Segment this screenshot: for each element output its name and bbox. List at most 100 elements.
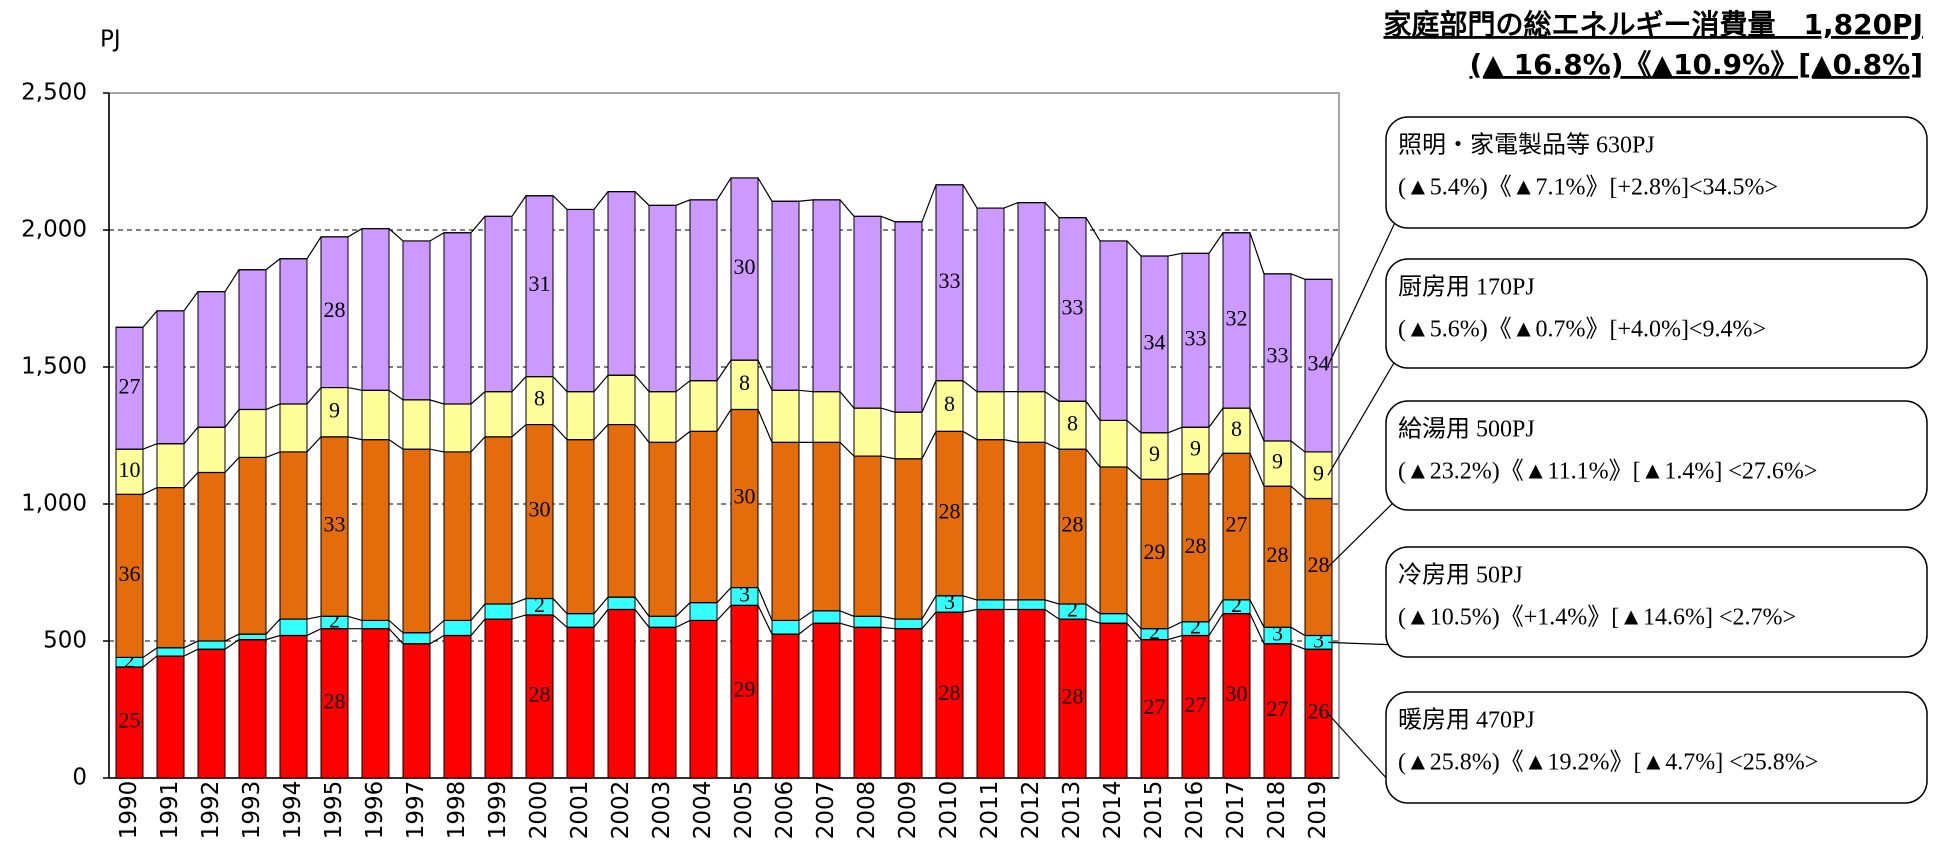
bar-segment bbox=[1263, 643, 1292, 779]
callout-leader bbox=[1327, 215, 1399, 366]
bar-segment bbox=[115, 666, 144, 779]
bar-segment bbox=[894, 458, 923, 620]
x-tick-label: 2000 bbox=[526, 781, 552, 840]
x-tick-label: 2001 bbox=[567, 781, 593, 840]
x-tick-label: 2002 bbox=[608, 781, 634, 840]
share-label: 31 bbox=[529, 271, 551, 296]
share-label: 27 bbox=[1267, 696, 1289, 721]
share-label: 29 bbox=[1144, 539, 1166, 564]
share-label: 33 bbox=[1267, 342, 1289, 367]
bar-segment bbox=[1263, 273, 1292, 442]
x-tick-label: 1992 bbox=[198, 781, 224, 840]
share-label: 32 bbox=[1226, 305, 1248, 330]
y-tick-label: 500 bbox=[43, 628, 87, 654]
x-tick-label: 1990 bbox=[116, 781, 142, 840]
bar-segment bbox=[525, 424, 554, 600]
bar-segment bbox=[812, 622, 841, 779]
share-label: 3 bbox=[944, 589, 955, 614]
bar-segment bbox=[1017, 441, 1046, 601]
chart-title: 家庭部門の総エネルギー消費量 1,820PJ bbox=[1383, 8, 1923, 41]
bar-segment bbox=[1017, 202, 1046, 393]
bar-segment bbox=[648, 615, 677, 628]
bar-segment bbox=[197, 291, 226, 428]
bar-segment bbox=[402, 448, 431, 634]
bar-segment bbox=[443, 451, 472, 621]
bar-segment bbox=[894, 618, 923, 630]
share-label: 28 bbox=[939, 499, 961, 524]
x-tick-label: 2006 bbox=[772, 781, 798, 840]
share-label: 36 bbox=[119, 561, 141, 586]
bar-segment bbox=[238, 633, 267, 641]
bar-segment bbox=[1099, 466, 1128, 615]
bar-segment bbox=[648, 391, 677, 443]
callout-leader bbox=[1327, 355, 1399, 476]
x-tick-label: 2010 bbox=[936, 781, 962, 840]
x-tick-label: 2007 bbox=[813, 781, 839, 840]
bar-segment bbox=[115, 448, 144, 495]
bar-segment bbox=[1222, 407, 1251, 454]
bar-segment bbox=[1304, 278, 1333, 453]
bar-segment bbox=[1099, 622, 1128, 779]
bar-segment bbox=[484, 391, 513, 438]
x-tick-label: 2008 bbox=[854, 781, 880, 840]
share-label: 33 bbox=[1185, 325, 1207, 350]
share-label: 28 bbox=[324, 297, 346, 322]
share-label: 30 bbox=[1226, 681, 1248, 706]
callout-leader bbox=[1327, 641, 1399, 646]
bar-segment bbox=[320, 628, 349, 779]
bar-segment bbox=[484, 215, 513, 393]
bar-segment bbox=[115, 493, 144, 658]
bar-segment bbox=[238, 639, 267, 779]
bar-segment bbox=[730, 359, 759, 410]
bar-segment bbox=[689, 430, 718, 604]
share-label: 28 bbox=[324, 688, 346, 713]
x-tick-label: 2011 bbox=[977, 781, 1003, 840]
callout-box bbox=[1385, 691, 1928, 804]
x-tick-label: 2015 bbox=[1141, 781, 1167, 840]
bar-segment bbox=[156, 487, 185, 649]
x-tick-label: 2016 bbox=[1182, 781, 1208, 840]
bar-segment bbox=[976, 207, 1005, 393]
callout-detail: (▲10.5%)《+1.4%》[▲14.6%] <2.7%> bbox=[1398, 605, 1796, 631]
bar-segment bbox=[1099, 419, 1128, 468]
bar-segment bbox=[1058, 448, 1087, 605]
series-line bbox=[116, 604, 1332, 668]
bar-segment bbox=[238, 269, 267, 410]
share-label: 9 bbox=[1190, 436, 1201, 461]
bar-segment bbox=[361, 439, 390, 621]
x-tick-label: 2004 bbox=[690, 781, 716, 840]
bar-segment bbox=[1058, 400, 1087, 450]
series-line bbox=[116, 408, 1332, 500]
bar-segment bbox=[689, 380, 718, 432]
share-label: 8 bbox=[944, 391, 955, 416]
series-line bbox=[116, 586, 1332, 659]
bar-segment bbox=[730, 604, 759, 779]
bar-segment bbox=[1263, 485, 1292, 628]
bar-segment bbox=[197, 640, 226, 650]
callout-leader bbox=[1327, 497, 1399, 568]
share-label: 28 bbox=[1308, 552, 1330, 577]
series-line bbox=[116, 177, 1332, 328]
share-label: 2 bbox=[329, 608, 340, 633]
bar-segment bbox=[1017, 599, 1046, 610]
bar-segment bbox=[1304, 648, 1333, 779]
bar-segment bbox=[894, 628, 923, 779]
share-label: 30 bbox=[734, 484, 756, 509]
bar-segment bbox=[1140, 639, 1169, 779]
bar-segment bbox=[976, 439, 1005, 601]
bar-segment bbox=[771, 441, 800, 621]
bar-segment bbox=[238, 408, 267, 458]
bar-segment bbox=[402, 643, 431, 779]
share-label: 28 bbox=[1267, 542, 1289, 567]
bar-segment bbox=[238, 456, 267, 635]
share-label: 2 bbox=[1149, 619, 1160, 644]
bar-segment bbox=[279, 618, 308, 637]
callout-detail: (▲5.4%)《▲7.1%》[+2.8%]<34.5%> bbox=[1398, 175, 1778, 201]
bar-segment bbox=[484, 603, 513, 620]
x-tick-label: 1997 bbox=[403, 781, 429, 840]
share-label: 9 bbox=[329, 397, 340, 422]
bar-segment bbox=[1017, 391, 1046, 443]
x-tick-label: 2005 bbox=[731, 781, 757, 840]
bar-segment bbox=[197, 471, 226, 642]
